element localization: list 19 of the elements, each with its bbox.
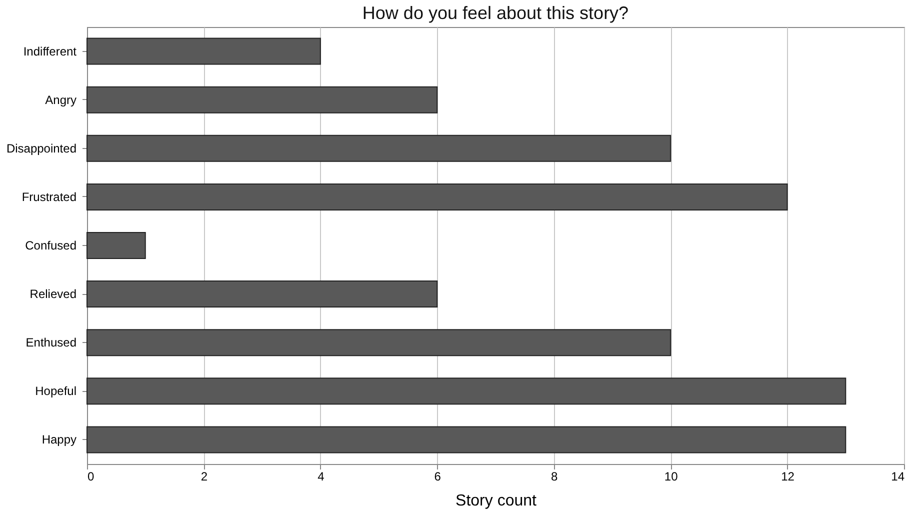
- x-tick-label: 0: [88, 470, 94, 484]
- y-tick-label: Hopeful: [35, 384, 76, 398]
- y-tick-label: Frustrated: [22, 190, 76, 204]
- x-tick-label: 14: [891, 470, 905, 484]
- x-tick-label: 10: [664, 470, 678, 484]
- x-tick-label: 2: [200, 470, 208, 484]
- x-tick-label: 6: [434, 470, 442, 484]
- y-tick-label: Relieved: [30, 287, 76, 302]
- y-tick-label: Enthused: [26, 336, 76, 350]
- y-tick-label: Happy: [42, 432, 76, 447]
- y-tick-label: Confused: [25, 238, 76, 252]
- y-tick-label: Disappointed: [6, 141, 76, 156]
- x-tick-label: 12: [781, 470, 795, 484]
- chart-title: How do you feel about this story?: [362, 3, 629, 23]
- y-tick-label: Angry: [45, 92, 76, 107]
- x-tick-label: 4: [318, 470, 325, 484]
- y-tick-label: Indifferent: [23, 44, 78, 58]
- x-axis-title: Story count: [456, 492, 538, 510]
- x-tick-label: 8: [551, 470, 558, 484]
